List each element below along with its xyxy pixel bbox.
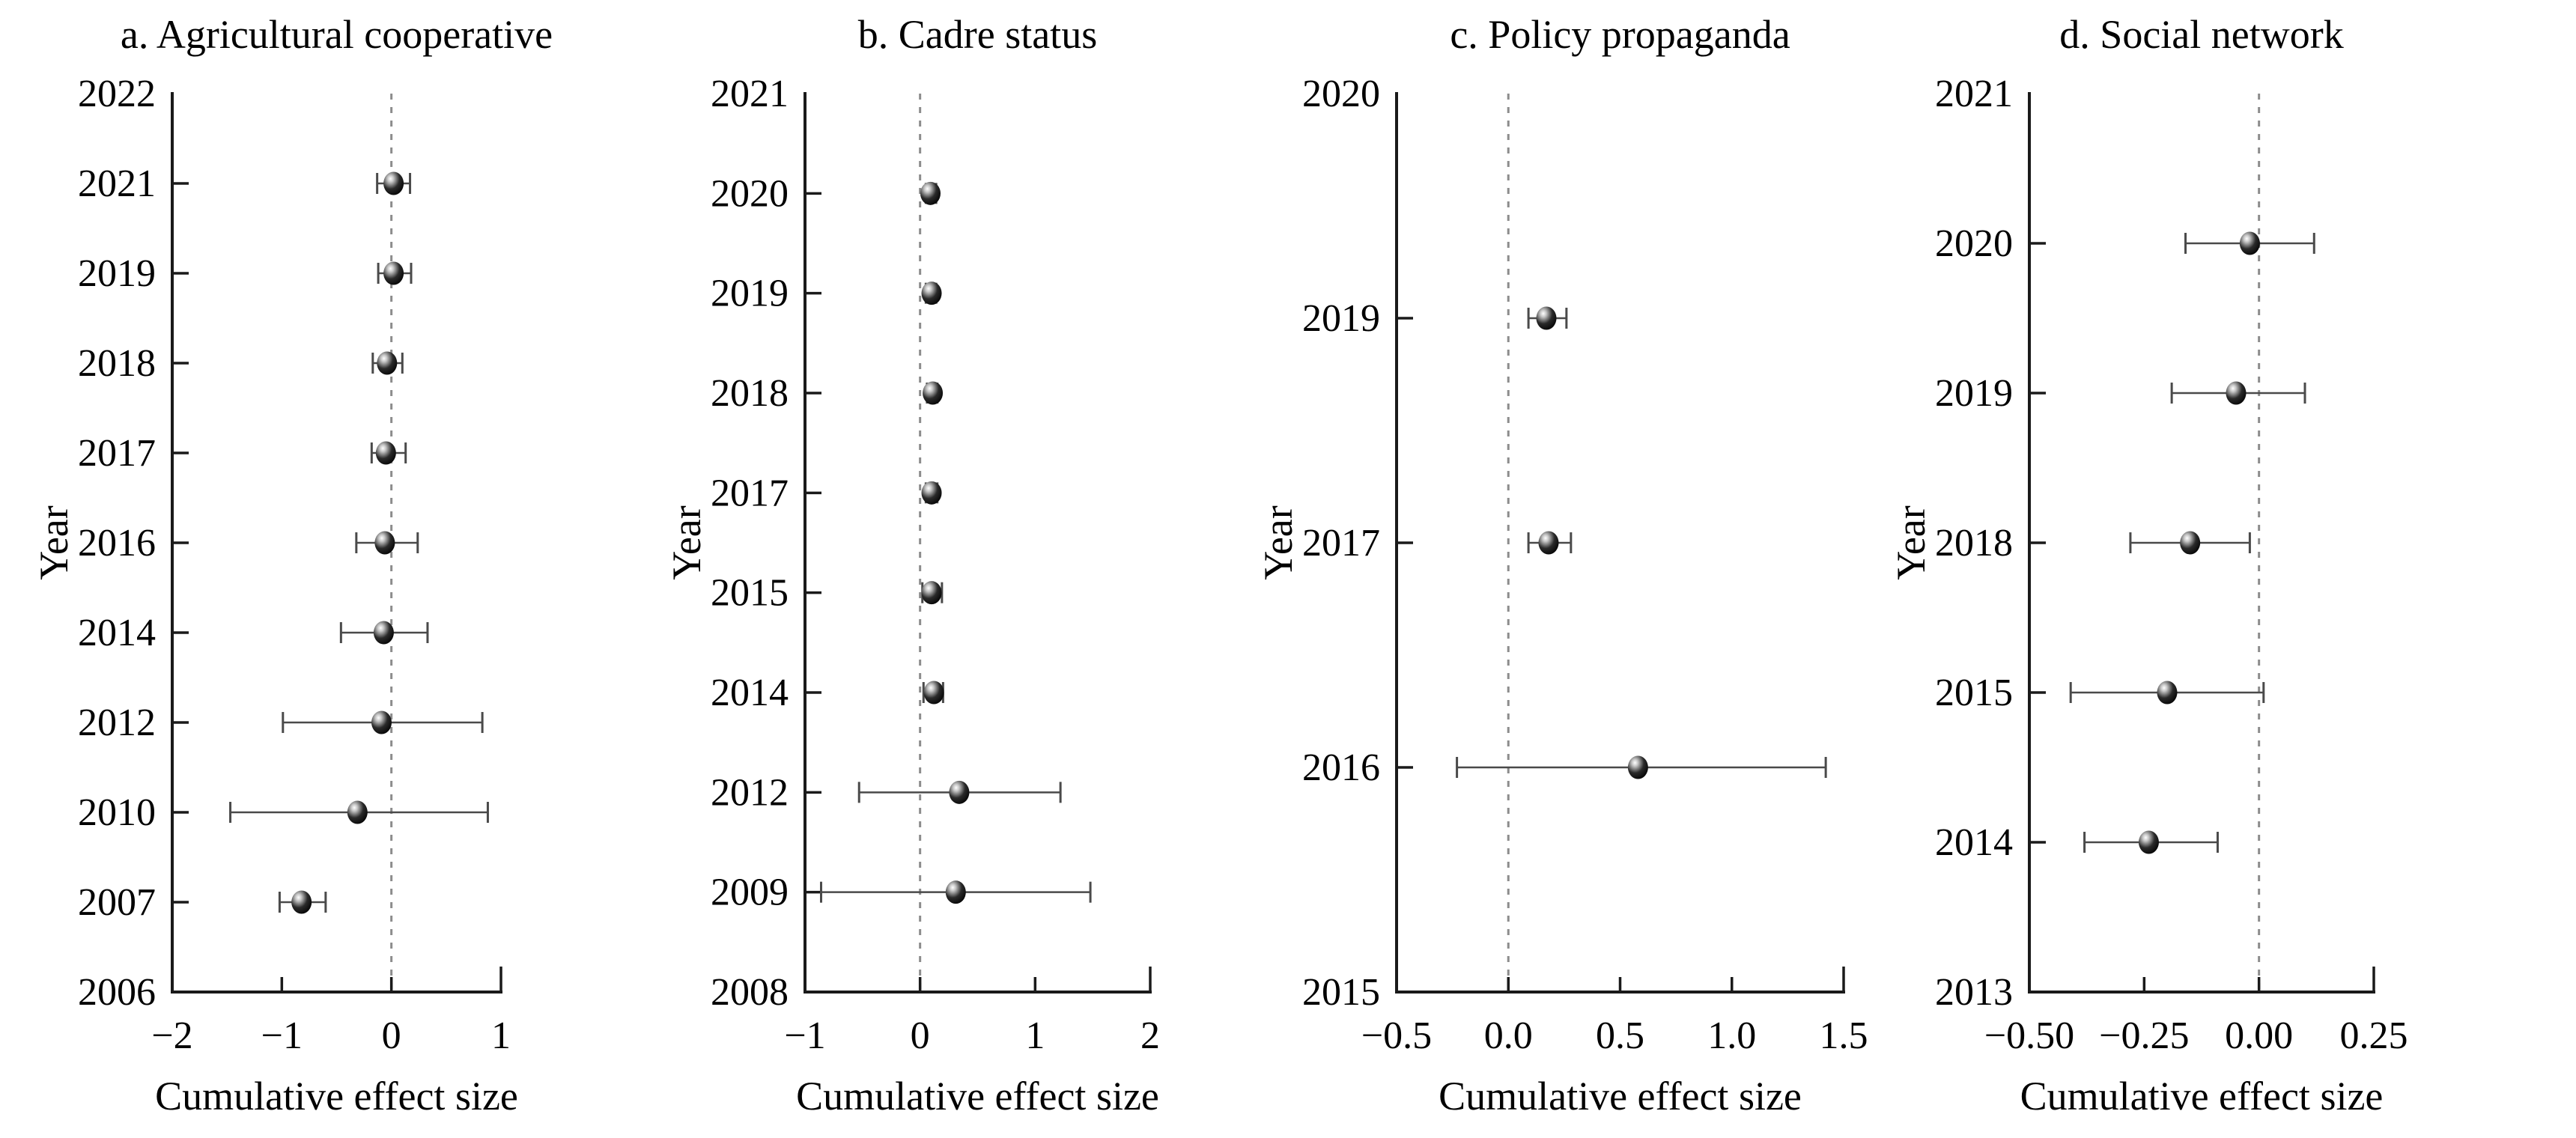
data-point-marker	[374, 531, 395, 555]
y-tick-label: 2019	[1935, 372, 2013, 415]
y-tick-label: 2009	[711, 871, 789, 914]
data-point-marker	[949, 780, 970, 804]
data-point-marker	[921, 282, 942, 305]
y-tick-label: 2016	[1302, 746, 1380, 789]
data-point-marker	[2226, 381, 2247, 405]
axes	[1395, 92, 1845, 994]
y-tick-label: 2014	[78, 612, 156, 654]
x-tick-label: 1	[491, 1014, 511, 1057]
data-point-marker	[2138, 830, 2159, 854]
x-tick-label: 0.00	[2225, 1014, 2293, 1057]
x-tick-label: −1	[261, 1014, 303, 1057]
y-tick-label: 2021	[1935, 73, 2013, 115]
x-tick-label: 1	[1025, 1014, 1045, 1057]
y-axis-label: Year	[664, 505, 709, 580]
y-tick-label: 2018	[78, 342, 156, 385]
panel-a: a. Agricultural cooperative −2 −1 0 1 2022 202…	[31, 12, 553, 1119]
y-tick-label: 2015	[1935, 672, 2013, 714]
y-tick-label: 2008	[711, 971, 789, 1014]
data-point-marker	[383, 171, 404, 195]
y-tick-label: 2022	[78, 73, 156, 115]
y-tick-label: 2020	[711, 172, 789, 215]
y-tick-label: 2007	[78, 881, 156, 924]
y-tick-label: 2012	[711, 771, 789, 814]
data-point-marker	[2180, 531, 2201, 555]
x-axis-label: Cumulative effect size	[2020, 1074, 2384, 1119]
x-tick-label: −1	[784, 1014, 825, 1057]
data-point-marker	[1538, 531, 1559, 555]
data-point-marker	[921, 481, 942, 505]
y-tick-label: 2021	[78, 162, 156, 205]
x-tick-label: 0.5	[1596, 1014, 1644, 1057]
y-tick-label: 2018	[1935, 522, 2013, 565]
data-point-marker	[1627, 755, 1648, 779]
panel-title: a. Agricultural cooperative	[121, 12, 553, 57]
data-point-marker	[2239, 231, 2260, 255]
data-point-marker	[373, 621, 394, 645]
x-tick-label: 0.25	[2340, 1014, 2408, 1057]
data-point-marker	[375, 441, 396, 465]
data-point-marker	[2157, 681, 2178, 705]
x-tick-label: 2	[1140, 1014, 1160, 1057]
panel-b: b. Cadre status −1 0 1 2 2021 2020 2019 2018 2017…	[664, 12, 1160, 1119]
x-tick-label: 1.0	[1707, 1014, 1756, 1057]
x-tick-label: 0	[382, 1014, 401, 1057]
data-point-marker	[383, 261, 404, 285]
x-axis-label: Cumulative effect size	[796, 1074, 1159, 1119]
x-tick-label: 0.0	[1484, 1014, 1533, 1057]
panel-c: c. Policy propaganda −0.5 0.0 0.5 1.0 1.5 2020…	[1256, 12, 1868, 1119]
y-tick-label: 2016	[78, 522, 156, 565]
panel-title: d. Social network	[2059, 12, 2343, 57]
y-tick-label: 2018	[711, 372, 789, 415]
x-tick-label: −0.25	[2099, 1014, 2189, 1057]
y-tick-label: 2017	[1302, 522, 1380, 565]
y-tick-label: 2010	[78, 791, 156, 834]
y-tick-label: 2020	[1935, 222, 2013, 265]
y-tick-label: 2015	[1302, 971, 1380, 1014]
data-point-marker	[347, 800, 368, 824]
y-tick-label: 2014	[1935, 821, 2013, 864]
y-axis-label: Year	[1889, 505, 1933, 580]
y-tick-label: 2020	[1302, 73, 1380, 115]
y-tick-label: 2019	[711, 273, 789, 315]
x-tick-label: −0.5	[1361, 1014, 1432, 1057]
x-tick-label: −0.50	[1984, 1014, 2074, 1057]
panel-title: b. Cadre status	[858, 12, 1097, 57]
y-tick-label: 2006	[78, 971, 156, 1014]
data-point-marker	[923, 681, 944, 705]
panel-title: c. Policy propaganda	[1450, 12, 1790, 57]
data-point-marker	[921, 581, 942, 605]
y-tick-label: 2012	[78, 702, 156, 744]
data-point-marker	[371, 711, 392, 734]
x-tick-label: 1.5	[1820, 1014, 1868, 1057]
x-tick-label: −2	[151, 1014, 192, 1057]
y-tick-label: 2019	[1302, 297, 1380, 340]
y-axis-label: Year	[31, 505, 76, 580]
data-point-marker	[291, 890, 312, 914]
y-tick-label: 2013	[1935, 971, 2013, 1014]
data-point-marker	[945, 880, 966, 904]
x-tick-label: 0	[911, 1014, 930, 1057]
y-tick-label: 2014	[711, 672, 789, 714]
y-tick-label: 2015	[711, 572, 789, 615]
data-point-marker	[1536, 306, 1557, 330]
y-axis-label: Year	[1256, 505, 1301, 580]
y-tick-label: 2017	[78, 432, 156, 475]
data-point-marker	[377, 351, 398, 375]
x-axis-label: Cumulative effect size	[155, 1074, 518, 1119]
y-tick-label: 2017	[711, 472, 789, 514]
y-tick-label: 2019	[78, 252, 156, 295]
y-tick-label: 2021	[711, 73, 789, 115]
data-point-marker	[920, 181, 941, 205]
panel-d: d. Social network −0.50 −0.25 0.00 0.25 2021 2…	[1889, 12, 2408, 1119]
x-axis-label: Cumulative effect size	[1439, 1074, 1802, 1119]
data-point-marker	[923, 381, 944, 405]
